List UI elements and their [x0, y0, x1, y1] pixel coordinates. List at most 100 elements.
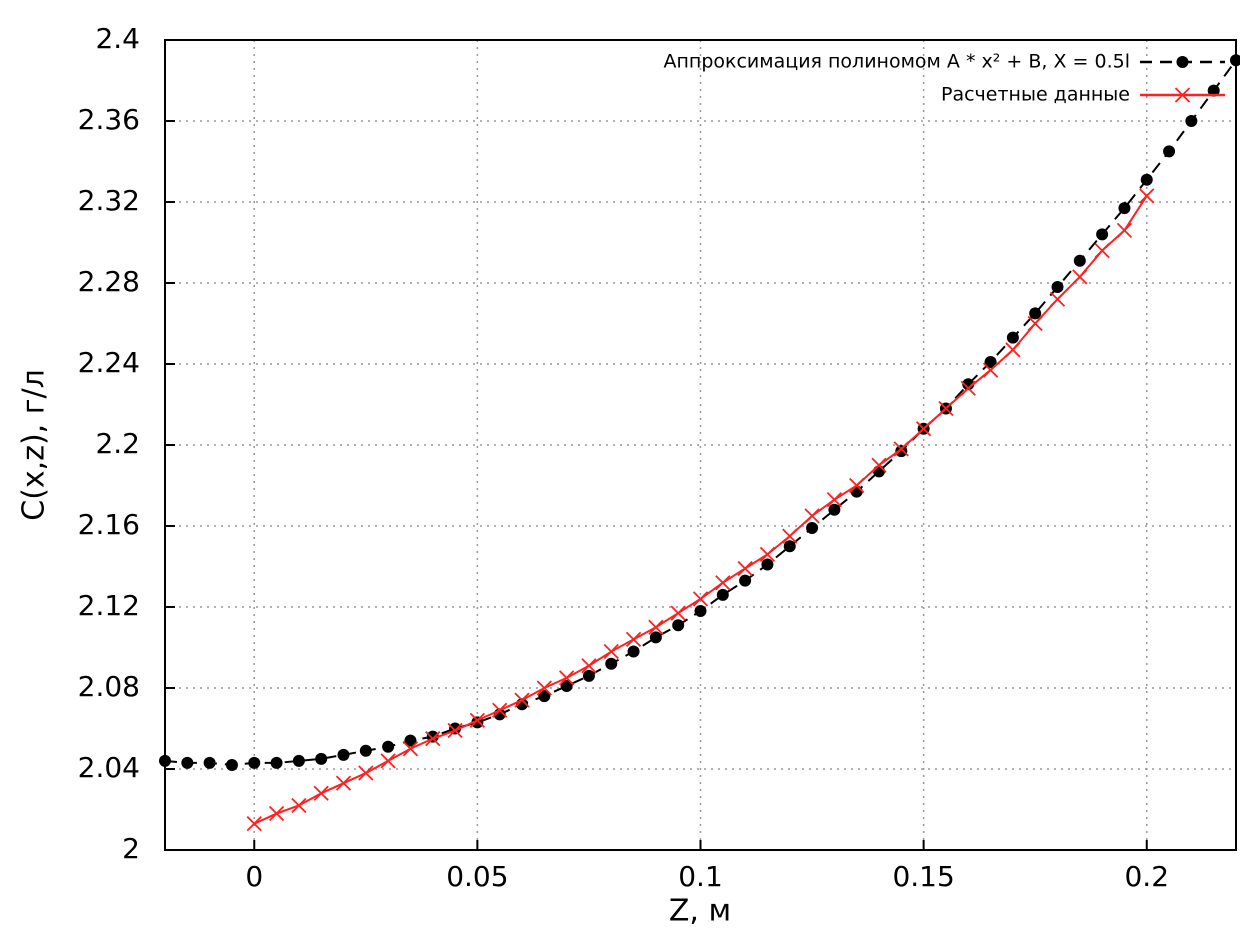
point [159, 754, 171, 767]
cross [402, 741, 419, 757]
cross [581, 658, 597, 674]
cross [737, 560, 753, 577]
point [873, 465, 885, 478]
point [447, 722, 463, 739]
cross [492, 702, 508, 718]
point [248, 756, 261, 769]
point [1139, 188, 1155, 204]
point [536, 680, 552, 696]
point [538, 690, 551, 703]
point [871, 457, 887, 473]
legend-label: Аппроксимация полиномом A * x² + B, X = … [663, 51, 1130, 73]
point [625, 631, 642, 648]
cross [358, 765, 374, 781]
point [915, 421, 932, 437]
point [291, 797, 307, 814]
cross [759, 546, 776, 562]
point [1027, 315, 1043, 332]
point [715, 575, 731, 591]
y-tick-label: 2.32 [78, 184, 140, 217]
cross [1005, 342, 1021, 358]
cross [893, 441, 909, 457]
point [404, 734, 417, 747]
plot-frame [164, 39, 1237, 851]
cross [246, 816, 262, 832]
cross [871, 457, 887, 473]
cross [826, 492, 843, 508]
point [246, 816, 262, 832]
y-tick-label: 2.36 [78, 103, 140, 136]
point [1006, 331, 1019, 344]
point [1051, 281, 1064, 294]
cross [1072, 269, 1088, 285]
point [938, 400, 954, 417]
point [806, 522, 819, 535]
point [225, 758, 238, 771]
point [560, 679, 573, 692]
cross [648, 619, 664, 635]
cross [849, 477, 865, 494]
point [895, 445, 908, 458]
y-tick-label: 2 [122, 832, 140, 865]
y-tick-label: 2.12 [78, 589, 140, 622]
y-tick-label: 2.16 [78, 508, 140, 541]
cross [603, 643, 619, 660]
point [761, 558, 774, 571]
cross [692, 591, 709, 607]
point [828, 503, 841, 516]
point [893, 441, 909, 457]
point [270, 756, 283, 769]
point [1073, 254, 1086, 267]
point [716, 588, 729, 601]
point [605, 657, 618, 670]
point [782, 528, 798, 544]
point [558, 670, 575, 686]
cross [1116, 222, 1133, 238]
x-axis-title: Z, м [669, 894, 731, 929]
point [692, 591, 709, 607]
cross [1094, 242, 1110, 259]
point [648, 619, 664, 635]
point [984, 355, 997, 368]
y-tick-label: 2.08 [78, 670, 140, 703]
point [1207, 84, 1220, 97]
legend-marker [1176, 56, 1189, 68]
cross [915, 421, 932, 437]
point [1049, 291, 1066, 307]
cross [1027, 315, 1043, 332]
cross [960, 380, 976, 396]
legend-label: Расчетные данные [941, 84, 1130, 106]
y-tick-label: 2.28 [78, 265, 140, 298]
y-tick-label: 2.2 [95, 427, 140, 460]
x-tick-label: 0.1 [678, 860, 723, 893]
cross [268, 805, 285, 822]
cross [335, 775, 352, 791]
point [759, 546, 776, 562]
y-tick-label: 2.4 [95, 22, 140, 55]
point [581, 658, 597, 674]
cross [536, 680, 552, 696]
point [181, 756, 194, 769]
point [1116, 222, 1133, 238]
point [603, 643, 619, 660]
point [694, 605, 707, 618]
cross [938, 400, 954, 417]
x-tick-label: 0.15 [892, 860, 954, 893]
x-tick-label: 0.05 [446, 860, 508, 893]
point [1072, 269, 1088, 285]
point [1094, 242, 1110, 259]
point [960, 380, 976, 396]
cross [447, 722, 463, 739]
cross [1049, 291, 1066, 307]
cross [782, 528, 798, 544]
point [514, 692, 530, 708]
point [359, 744, 372, 757]
point [337, 748, 350, 761]
point [982, 362, 999, 378]
cross [313, 785, 329, 801]
point [380, 753, 396, 769]
point [627, 645, 640, 658]
point [1230, 54, 1240, 67]
point [1005, 342, 1021, 358]
